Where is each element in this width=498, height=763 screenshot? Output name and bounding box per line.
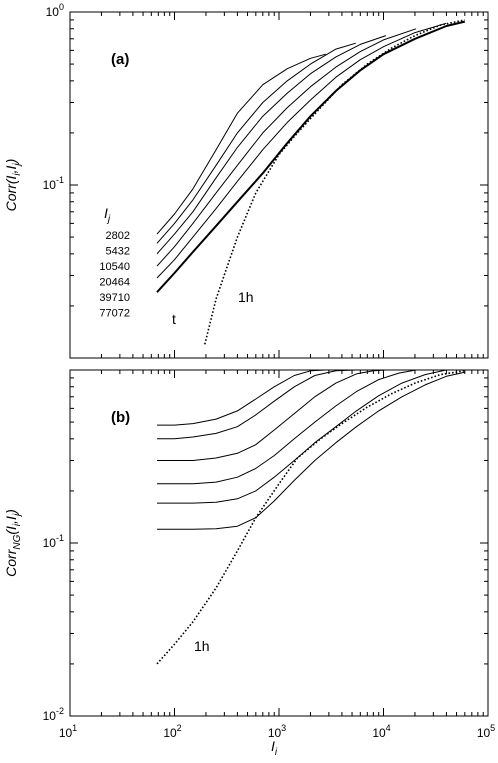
series-line-2802 bbox=[156, 53, 326, 235]
legend-entry: 77072 bbox=[99, 308, 130, 320]
series-line-2802 bbox=[157, 370, 326, 426]
plot-frame bbox=[69, 369, 489, 717]
ylabel-part: ) bbox=[3, 509, 19, 516]
series-line-10540 bbox=[156, 35, 387, 255]
series-line-77072 bbox=[156, 20, 466, 293]
axis-ticks bbox=[70, 370, 488, 716]
ylabel-part: I bbox=[3, 516, 19, 520]
y-tick-exp: -1 bbox=[56, 175, 64, 185]
x-tick-exp: 4 bbox=[386, 723, 391, 733]
x-tick-label: 104 bbox=[372, 723, 390, 740]
ylabel-part: Corr bbox=[3, 548, 19, 577]
y-tick-exp: -1 bbox=[56, 533, 64, 543]
x-tick-base: 10 bbox=[372, 726, 386, 740]
ylabel-part: , bbox=[3, 520, 19, 524]
x-tick-label: 102 bbox=[163, 723, 181, 740]
y-tick-label: 100 bbox=[46, 2, 64, 19]
y-tick-base: 10 bbox=[43, 178, 57, 192]
series-line-39710 bbox=[157, 370, 447, 504]
panel-label: (b) bbox=[111, 409, 130, 426]
x-tick-label: 101 bbox=[59, 723, 77, 740]
ylabel-sub: i bbox=[12, 173, 23, 176]
ylabel-part: Corr( bbox=[3, 178, 19, 211]
legend-header-sub: j bbox=[106, 214, 111, 225]
series-line-20464 bbox=[156, 28, 417, 267]
ylabel-part: ) bbox=[3, 159, 19, 166]
x-tick-label: 105 bbox=[477, 723, 495, 740]
ylabel-part: I bbox=[3, 175, 19, 179]
legend-entry: 39710 bbox=[99, 292, 130, 304]
legend-entry: 20464 bbox=[99, 277, 130, 289]
legend-header-var: I bbox=[104, 205, 108, 221]
series-annotation: t bbox=[172, 311, 176, 327]
ylabel-part: ( bbox=[3, 529, 19, 535]
panel-a: 10-1100(a)Corr(Ii,Ij)t1hIj28025432105402… bbox=[3, 2, 489, 359]
series-annotation: 1h bbox=[238, 289, 254, 305]
x-tick-base: 10 bbox=[268, 726, 282, 740]
x-tick-base: 10 bbox=[163, 726, 177, 740]
xlabel-var: I bbox=[271, 738, 275, 754]
x-tick-exp: 2 bbox=[177, 723, 182, 733]
x-axis-label: Ii bbox=[271, 738, 278, 758]
ylabel-part: , bbox=[3, 169, 19, 173]
ylabel-sub: j bbox=[12, 513, 23, 518]
y-tick-base: 10 bbox=[43, 709, 57, 723]
ylabel-sub: i bbox=[12, 523, 23, 526]
legend-entry: 5432 bbox=[106, 246, 130, 258]
y-tick-exp: 0 bbox=[59, 2, 64, 12]
series-line-5432 bbox=[157, 370, 356, 440]
axis-ticks bbox=[70, 12, 488, 358]
y-tick-label: 10-1 bbox=[43, 533, 64, 550]
series-line-77072 bbox=[157, 371, 465, 530]
series-line-1h bbox=[204, 19, 465, 345]
series-line-39710 bbox=[156, 22, 447, 279]
series-group bbox=[156, 370, 465, 665]
x-axis-labels: 101 102 103 104 105 bbox=[59, 723, 495, 740]
y-tick-label: 10-1 bbox=[43, 175, 64, 192]
y-tick-label: 10-2 bbox=[43, 706, 64, 723]
plot-frame bbox=[69, 11, 489, 359]
series-group bbox=[156, 19, 466, 345]
x-tick-base: 10 bbox=[59, 726, 73, 740]
ylabel-sub: j bbox=[12, 163, 23, 168]
series-line-10540 bbox=[157, 370, 386, 461]
y-axis-label: CorrNG(Ii,Ij) bbox=[3, 509, 23, 577]
x-tick-base: 10 bbox=[477, 726, 491, 740]
ylabel-sub: NG bbox=[12, 534, 23, 549]
series-annotation: 1h bbox=[194, 638, 210, 654]
x-tick-exp: 3 bbox=[281, 723, 286, 733]
legend-entry: 10540 bbox=[99, 261, 130, 273]
x-tick-exp: 5 bbox=[490, 723, 495, 733]
panel-label: (a) bbox=[111, 51, 129, 68]
x-tick-label: 103 bbox=[268, 723, 286, 740]
xlabel-sub: i bbox=[275, 747, 278, 758]
series-line-20464 bbox=[157, 370, 417, 485]
ylabel-part: I bbox=[3, 165, 19, 169]
series-line-1h bbox=[156, 370, 465, 665]
ylabel-part: I bbox=[3, 526, 19, 530]
y-axis-label: Corr(Ii,Ij) bbox=[3, 159, 23, 212]
series-line-5432 bbox=[156, 42, 356, 244]
y-tick-exp: -2 bbox=[56, 706, 64, 716]
y-tick-base: 10 bbox=[43, 536, 57, 550]
x-tick-exp: 1 bbox=[72, 723, 77, 733]
legend-entry: 2802 bbox=[106, 230, 130, 242]
y-tick-base: 10 bbox=[46, 5, 60, 19]
legend-header: Ij bbox=[104, 205, 111, 225]
